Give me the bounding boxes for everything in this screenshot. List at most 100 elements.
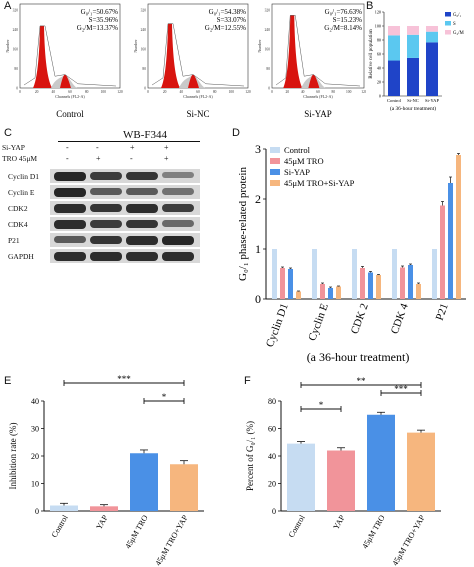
d-bar — [400, 267, 405, 299]
d-bar — [360, 268, 365, 299]
d-bar — [272, 249, 277, 299]
f-bar — [367, 414, 395, 511]
d-category-label: CDK 4 — [389, 301, 411, 335]
f-y-tick-label: 60 — [268, 425, 276, 434]
flow-y-tick: 160 — [265, 48, 271, 52]
g2m-peak — [60, 74, 71, 88]
e-category-label: Control — [50, 513, 70, 539]
fit-curve — [275, 15, 361, 87]
g01-peak — [33, 25, 52, 88]
d-legend-label: 45μM TRO — [284, 156, 324, 166]
b-legend-label: G₂/M — [453, 31, 464, 36]
b-bar-segment — [388, 60, 400, 96]
flow-y-tick: 320 — [141, 9, 147, 13]
blot-band — [90, 204, 122, 213]
g01-peak — [161, 23, 180, 89]
blot-band — [90, 220, 122, 229]
d-bar — [456, 155, 461, 299]
flow-y-tick: 160 — [141, 48, 147, 52]
b-bar-segment — [407, 26, 419, 35]
tro-row-label: TRO 45μM — [2, 154, 38, 163]
blot-band — [162, 252, 194, 261]
d-legend-swatch — [270, 147, 280, 153]
d-y-tick-label: 3 — [255, 142, 261, 156]
b-y-tick-label: 80 — [377, 38, 381, 43]
blot-band — [54, 220, 86, 229]
band-label: CDK4 — [8, 220, 28, 229]
tro-sign: + — [96, 154, 101, 163]
b-legend-label: G₀/₁ — [453, 13, 461, 18]
f-category-label: 45μM TRO — [360, 513, 387, 550]
b-category-label: Si-YAP — [425, 98, 439, 103]
d-bar — [280, 268, 285, 299]
b-y-tick-label: 120 — [375, 10, 381, 15]
panel-label-d: D — [232, 127, 240, 139]
g2m-peak — [188, 74, 199, 88]
blot-band — [54, 188, 86, 197]
blot-band — [126, 252, 158, 261]
d-legend-label: Control — [284, 145, 311, 155]
flow-x-label: Channels (FL2-A) — [55, 94, 85, 99]
b-y-tick-label: 100 — [375, 24, 381, 29]
b-y-axis-label: Relative cell population — [368, 29, 374, 79]
flow-x-tick: 100 — [346, 90, 352, 94]
band-label: P21 — [8, 236, 20, 245]
d-category-label: CDK 2 — [349, 302, 371, 336]
flow-y-tick: 80 — [266, 67, 270, 71]
b-y-tick-label: 60 — [377, 52, 381, 57]
s-percent: S=35.96% — [89, 16, 119, 24]
f-y-tick-label: 80 — [268, 397, 276, 406]
d-bar — [432, 249, 437, 299]
d-legend-label: Si-YAP — [284, 167, 310, 177]
flow-x-tick: 40 — [180, 90, 184, 94]
blot-band — [126, 188, 158, 196]
panel-label-b: B — [366, 0, 374, 12]
panel-label-e: E — [4, 375, 12, 387]
flow-x-tick: 40 — [301, 90, 305, 94]
b-category-label: Si-NC — [407, 98, 419, 103]
band-label: Cyclin E — [8, 188, 35, 197]
f-y-tick-label: 20 — [268, 480, 276, 489]
blot-band — [162, 220, 194, 227]
flow-x-tick: 80 — [213, 90, 217, 94]
d-bar — [376, 275, 381, 299]
flow-x-tick: 60 — [68, 90, 72, 94]
flow-x-tick: 80 — [85, 90, 89, 94]
d-bar — [416, 284, 421, 299]
blot-band — [90, 236, 122, 245]
inhibition-rate-chart: 0 10 20 30 40 Inhibition rate (%) Control YAP 45… — [8, 375, 204, 567]
d-bar — [296, 291, 301, 299]
blot-band — [90, 188, 122, 196]
g01-peak — [283, 15, 303, 89]
f-y-axis-label: Percent of G₀/₁ (%) — [245, 421, 255, 491]
d-bar — [312, 249, 317, 299]
g01-percent: G₀/₁=54.38% — [209, 8, 247, 16]
blot-band — [162, 236, 194, 245]
f-y-tick-label: 40 — [268, 452, 276, 461]
b-y-tick-label: 20 — [377, 80, 381, 85]
blot-band — [162, 204, 194, 213]
e-bar — [130, 453, 158, 511]
d-y-axis-label: G₀/₁ phase-related protein — [237, 167, 249, 281]
d-y-tick-label: 2 — [255, 192, 261, 206]
d-bar — [288, 269, 293, 299]
b-bar-segment — [426, 42, 438, 96]
tro-sign: - — [66, 154, 69, 163]
cell-cycle-chart: 0 20 40 60 80 100 120 Relative cell population C… — [368, 10, 464, 112]
flow-x-tick: 20 — [163, 90, 167, 94]
e-category-label: 45μM TRO — [123, 513, 150, 550]
b-bar-segment — [426, 31, 438, 43]
blot-strip — [50, 249, 200, 263]
blot-band — [90, 252, 122, 261]
f-bar — [287, 443, 315, 511]
flow-x-label: Channels (FL2-A) — [183, 94, 213, 99]
b-y-tick-label: 40 — [377, 66, 381, 71]
flow-x-tick: 120 — [245, 90, 251, 94]
f-category-label: YAP — [331, 513, 347, 531]
fit-curve — [151, 23, 245, 87]
d-bar — [408, 265, 413, 299]
flow-x-tick: 0 — [147, 90, 149, 94]
flow-y-tick: 0 — [16, 87, 18, 91]
si-yap-sign: - — [96, 143, 99, 152]
b-bar-segment — [426, 26, 438, 32]
